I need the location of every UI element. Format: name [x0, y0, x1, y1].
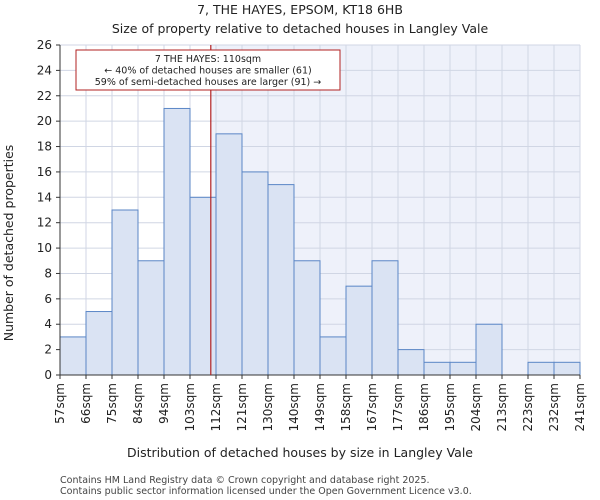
- chart-subtitle: Size of property relative to detached ho…: [112, 21, 489, 36]
- chart-title: 7, THE HAYES, EPSOM, KT18 6HB: [197, 2, 403, 17]
- x-tick-label: 167sqm: [365, 383, 379, 431]
- annotation-box: [75, 49, 341, 91]
- x-tick-label: 232sqm: [547, 383, 561, 431]
- x-tick-label: 112sqm: [209, 383, 223, 431]
- y-tick-label: 0: [44, 368, 52, 382]
- y-tick-label: 2: [44, 343, 52, 357]
- x-tick-label: 75sqm: [105, 383, 119, 424]
- bar: [137, 260, 165, 376]
- footer-line-1: Contains HM Land Registry data © Crown c…: [60, 475, 430, 486]
- bar: [397, 349, 425, 376]
- y-tick-label: 14: [37, 190, 52, 204]
- x-tick-label: 84sqm: [131, 383, 145, 424]
- bar: [553, 361, 581, 376]
- y-tick-label: 10: [37, 241, 52, 255]
- bar: [215, 133, 243, 376]
- bar: [475, 323, 503, 376]
- y-tick-label: 16: [37, 165, 52, 179]
- x-tick-label: 195sqm: [443, 383, 457, 431]
- x-tick-label: 177sqm: [391, 383, 405, 431]
- y-tick-label: 22: [37, 89, 52, 103]
- bar: [527, 361, 555, 376]
- bar: [319, 336, 347, 376]
- y-tick-label: 20: [37, 114, 52, 128]
- footer-line-2: Contains public sector information licen…: [60, 486, 472, 497]
- x-tick-label: 121sqm: [235, 383, 249, 431]
- property-marker: 7 THE HAYES: 110sqm← 40% of detached hou…: [75, 45, 341, 375]
- bar: [371, 260, 399, 376]
- x-tick-label: 94sqm: [157, 383, 171, 424]
- x-tick-label: 204sqm: [469, 383, 483, 431]
- x-tick-label: 186sqm: [417, 383, 431, 431]
- bar: [449, 361, 477, 376]
- x-tick-label: 149sqm: [313, 383, 327, 431]
- y-tick-label: 18: [37, 140, 52, 154]
- x-tick-label: 241sqm: [573, 383, 587, 431]
- annotation-line-1: 7 THE HAYES: 110sqm: [155, 54, 261, 65]
- x-tick-labels: 57sqm 66sqm 75sqm 84sqm 94sqm 103sqm 112sqm 121…: [53, 375, 587, 431]
- bars: [59, 107, 581, 376]
- x-tick-label: 66sqm: [79, 383, 93, 424]
- bar: [111, 209, 139, 376]
- x-tick-label: 57sqm: [53, 383, 67, 424]
- bar: [267, 184, 295, 376]
- x-tick-label: 103sqm: [183, 383, 197, 431]
- bar: [59, 336, 87, 376]
- y-tick-label: 24: [37, 63, 52, 77]
- bar: [85, 311, 113, 376]
- y-tick-label: 6: [44, 292, 52, 306]
- x-tick-label: 223sqm: [521, 383, 535, 431]
- bar: [241, 171, 269, 376]
- x-tick-label: 130sqm: [261, 383, 275, 431]
- y-tick-label: 8: [44, 266, 52, 280]
- bar: [163, 107, 191, 376]
- bar: [293, 260, 321, 376]
- x-tick-label: 140sqm: [287, 383, 301, 431]
- annotation-line-3: 59% of semi-detached houses are larger (…: [95, 77, 322, 88]
- y-tick-label: 4: [44, 317, 52, 331]
- y-tick-label: 12: [37, 216, 52, 230]
- x-tick-label: 213sqm: [495, 383, 509, 431]
- bar: [345, 285, 373, 376]
- x-tick-label: 158sqm: [339, 383, 353, 431]
- x-axis-label: Distribution of detached houses by size …: [127, 445, 473, 460]
- bar: [189, 196, 217, 376]
- y-tick-label: 26: [37, 38, 52, 52]
- annotation-line-2: ← 40% of detached houses are smaller (61…: [104, 66, 311, 77]
- bar: [423, 361, 451, 376]
- y-axis-label: Number of detached properties: [1, 145, 16, 342]
